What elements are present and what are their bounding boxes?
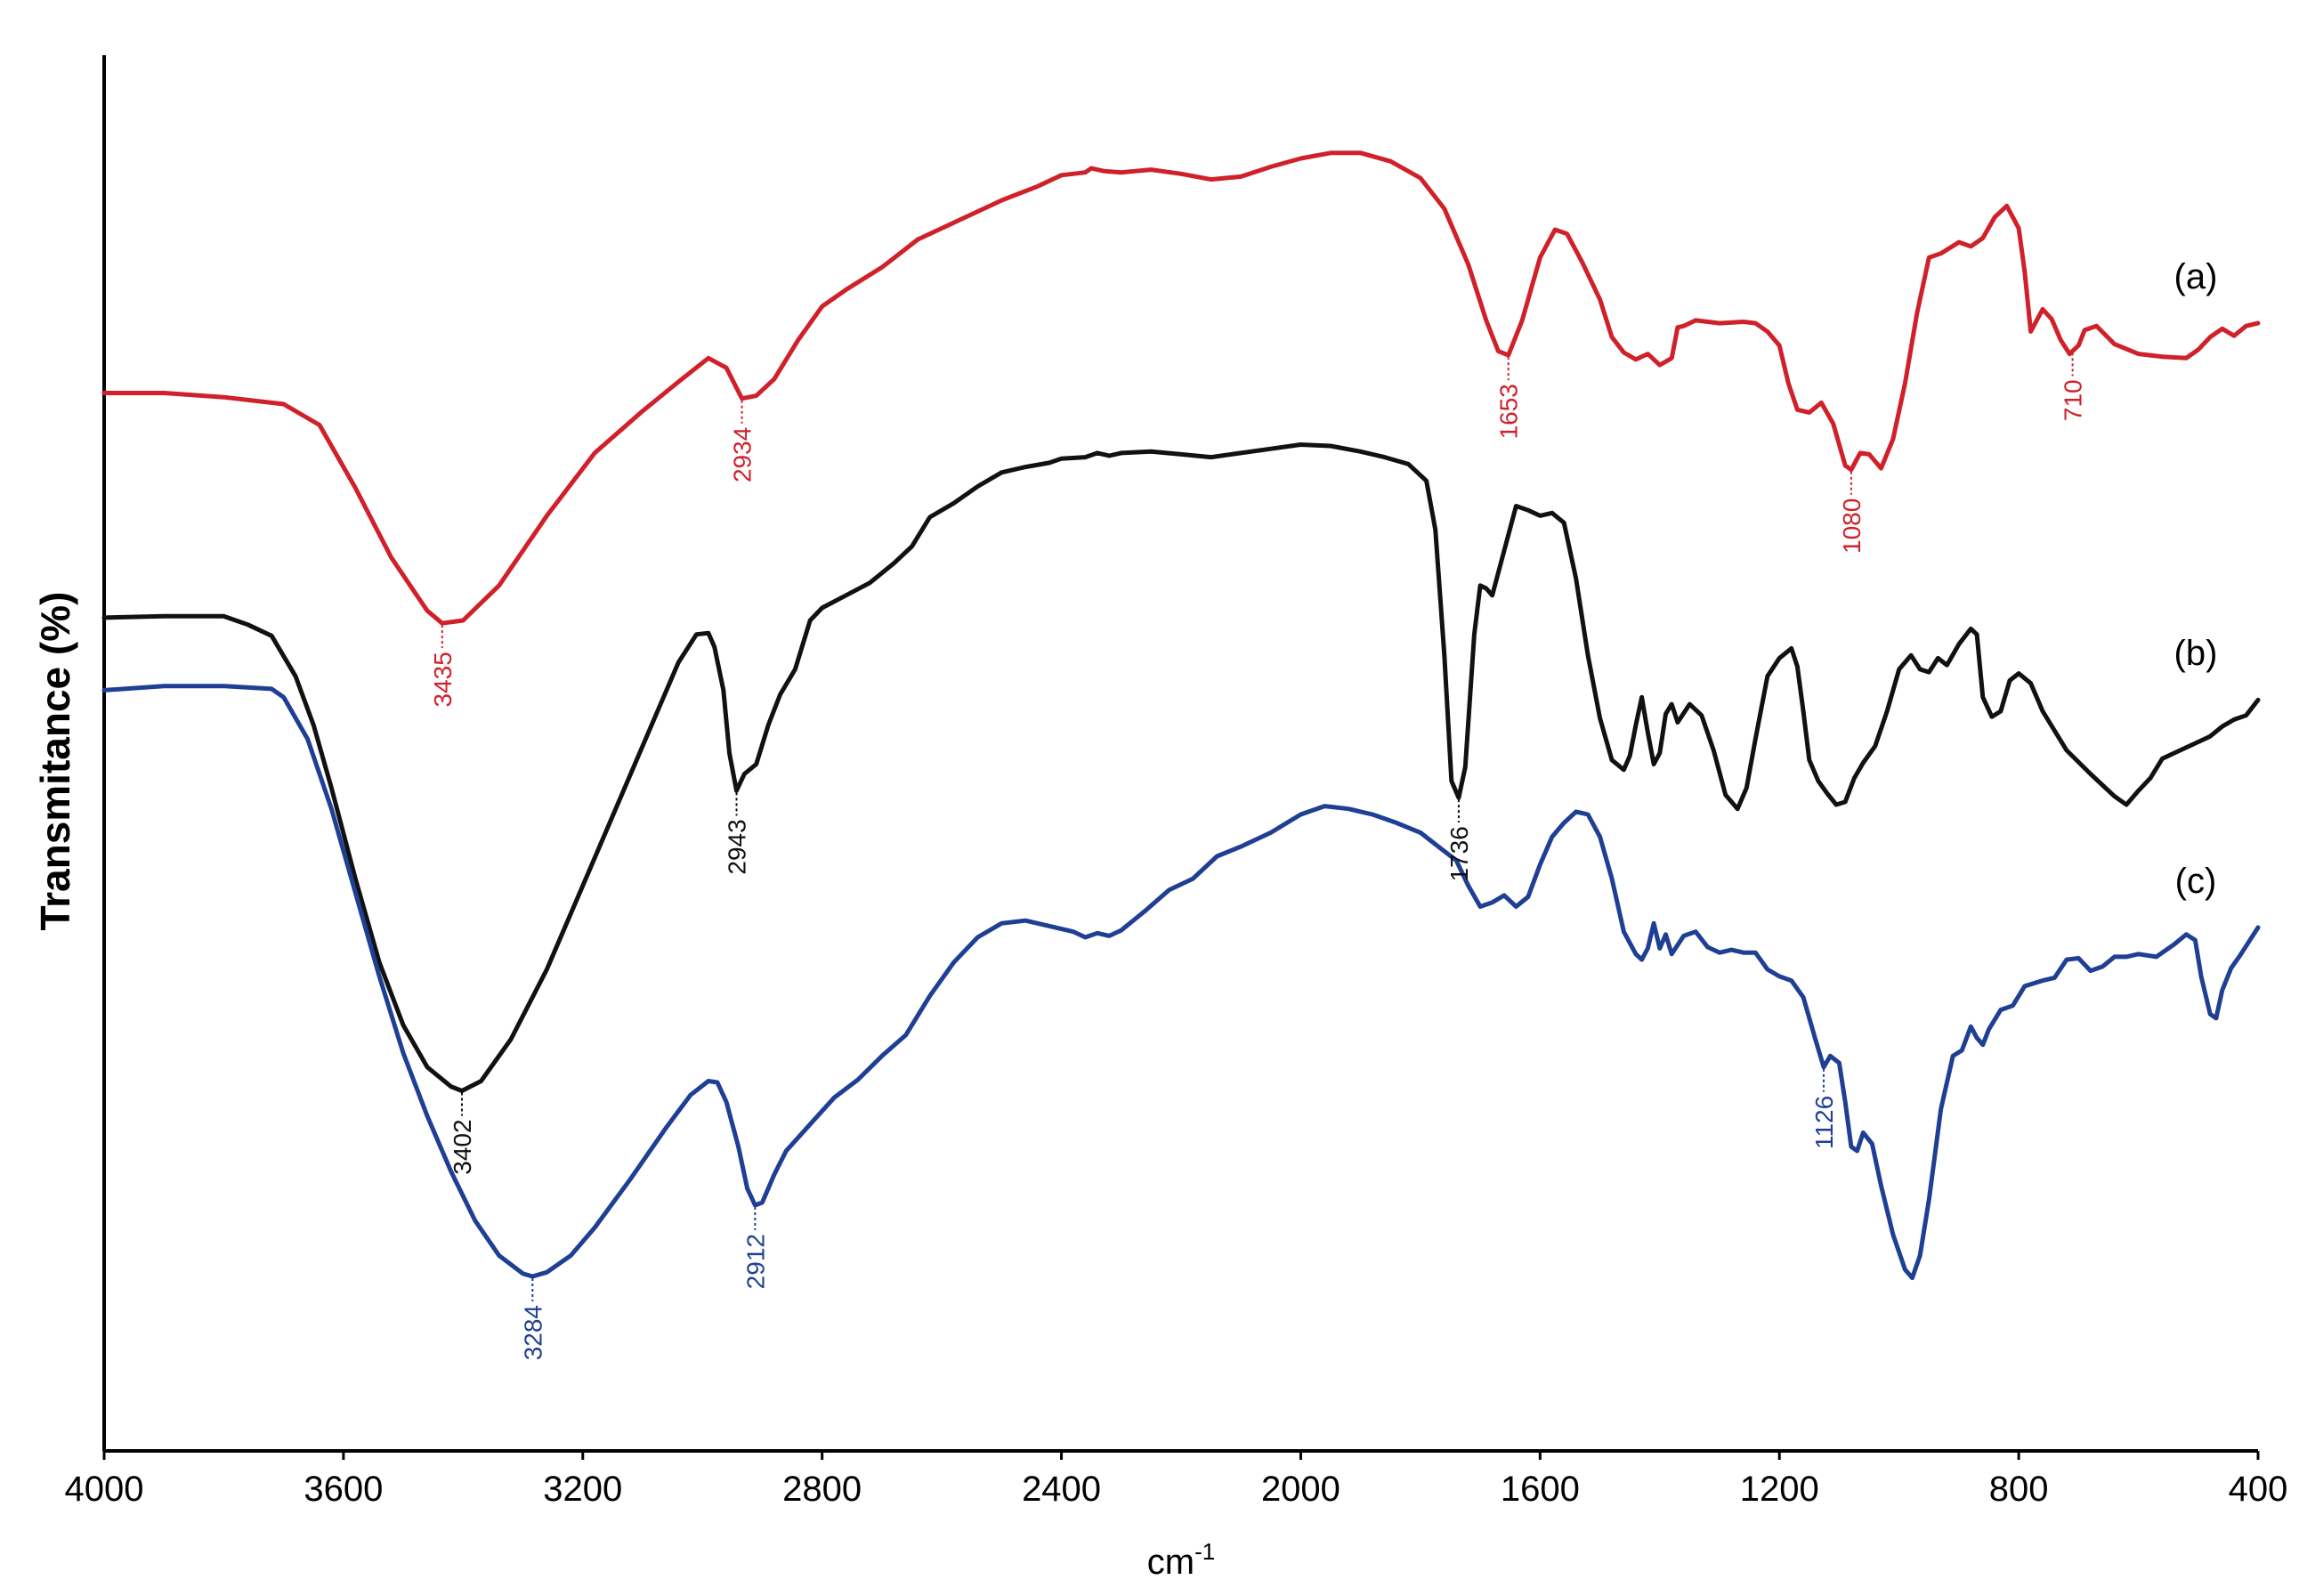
series-labels: (a) (b) (c)	[2174, 257, 2218, 901]
series-label-b: (b)	[2174, 634, 2218, 673]
axes	[102, 55, 2258, 1453]
series-line-b	[101, 442, 2261, 1093]
peak-annotations: 3435 2934 1653 1080 710 3402 2943 1736 3284 2912 1…	[429, 352, 2087, 1360]
x-axis-title-main: cm	[1147, 1543, 1194, 1582]
peak-label: 710	[2060, 379, 2087, 421]
x-tick-label: 2000	[1261, 1470, 1340, 1509]
peak-label: 1080	[1838, 498, 1866, 554]
x-tick-label: 1200	[1740, 1470, 1819, 1509]
series-line-a	[101, 150, 2261, 626]
x-tick-label: 3200	[543, 1470, 622, 1509]
peak-label: 1126	[1810, 1096, 1838, 1149]
x-ticks: 4000 3600 3200 2800 2400 2000 1600 1200 800 400	[65, 1451, 2288, 1509]
y-axis-title: Transmitance (%)	[32, 592, 78, 931]
peak-label: 3435	[429, 652, 457, 707]
x-tick-label: 800	[1989, 1470, 2049, 1509]
series-layer	[101, 150, 2261, 1281]
x-tick-label: 2800	[782, 1470, 862, 1509]
x-tick-label: 400	[2229, 1470, 2288, 1509]
x-tick-label: 3600	[304, 1470, 383, 1509]
peak-label: 2943	[724, 819, 751, 874]
peak-label: 2934	[729, 427, 757, 482]
peak-label: 1736	[1445, 826, 1473, 881]
peak-label: 3402	[449, 1119, 476, 1174]
peak-label: 3284	[519, 1305, 546, 1360]
series-line-c	[101, 684, 2261, 1281]
series-label-c: (c)	[2175, 862, 2217, 901]
peak-label: 2912	[741, 1234, 769, 1289]
x-axis-title-superscript: -1	[1194, 1538, 1215, 1565]
x-axis-title: cm-1	[1147, 1538, 1215, 1582]
x-tick-label: 4000	[65, 1470, 144, 1509]
series-label-a: (a)	[2174, 257, 2218, 296]
x-tick-label: 1600	[1501, 1470, 1580, 1509]
x-tick-label: 2400	[1022, 1470, 1101, 1509]
peak-label: 1653	[1495, 384, 1523, 439]
